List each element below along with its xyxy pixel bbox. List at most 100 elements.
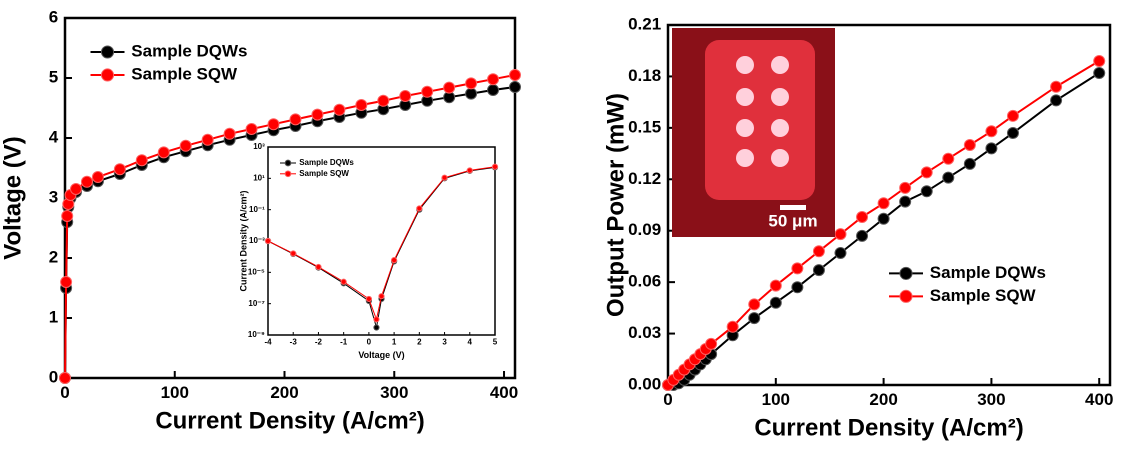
- data-point: [421, 85, 434, 98]
- legend-marker: [899, 289, 913, 303]
- data-point: [963, 139, 976, 151]
- y-tick-label: 0: [49, 367, 58, 386]
- data-point: [69, 183, 82, 195]
- data-point: [942, 152, 955, 165]
- y-axis-title: Voltage (V): [0, 136, 26, 260]
- x-tick-label: -1: [340, 337, 348, 346]
- data-point: [223, 127, 236, 140]
- legend-label: Sample DQWs: [299, 158, 354, 167]
- data-point: [315, 263, 322, 271]
- data-point: [80, 175, 93, 188]
- led-photo: 50 μm: [672, 28, 835, 237]
- x-tick-label: 100: [762, 390, 790, 409]
- y-tick-label: 2: [49, 247, 58, 266]
- x-tick-label: 400: [490, 383, 518, 402]
- legend-marker: [284, 170, 292, 178]
- y-tick-label: 6: [49, 7, 58, 26]
- y-tick-label: 0.18: [628, 66, 661, 85]
- y-tick-label: 0.15: [628, 117, 661, 136]
- data-point: [264, 237, 272, 245]
- data-point: [333, 103, 346, 116]
- data-point: [267, 118, 280, 131]
- x-axis-title: Current Density (A/cm²): [155, 408, 424, 435]
- data-point: [373, 324, 380, 331]
- data-point: [769, 296, 782, 309]
- y-tick-label: 5: [49, 67, 58, 86]
- series-line: [267, 166, 496, 322]
- legend-label: Sample SQW: [131, 64, 238, 83]
- data-point: [59, 372, 71, 384]
- data-point: [985, 125, 998, 138]
- scale-bar: [780, 205, 806, 210]
- data-point: [812, 245, 825, 258]
- y-tick-label: 0.06: [628, 272, 661, 291]
- data-point: [877, 212, 890, 225]
- x-tick-label: 5: [493, 337, 498, 346]
- data-point: [245, 123, 258, 135]
- data-point: [465, 87, 478, 100]
- data-point: [985, 142, 998, 155]
- y-tick-label: 0.12: [628, 169, 661, 188]
- data-point: [179, 139, 192, 152]
- data-point: [466, 167, 473, 174]
- data-point: [834, 228, 847, 241]
- data-point: [365, 295, 372, 303]
- data-point: [791, 262, 804, 275]
- y-tick-label: 10⁻³: [249, 236, 265, 245]
- data-point: [791, 281, 804, 294]
- plot: -4 -3 -2 -1 0 1 2 3 4 5 10⁻⁹ 10⁻⁷ 10⁻⁵ 10⁻³ 10⁻¹ 10¹ 10³…: [238, 142, 499, 360]
- data-point: [465, 77, 478, 90]
- y-tick-label: 10¹: [253, 173, 265, 182]
- x-tick-label: 0: [60, 383, 69, 402]
- x-tick-label: 2: [417, 337, 422, 346]
- data-point: [1093, 67, 1106, 79]
- legend-label: Sample DQWs: [930, 263, 1046, 282]
- data-point: [769, 279, 782, 292]
- legend-label: Sample SQW: [930, 286, 1037, 305]
- data-point: [920, 166, 933, 179]
- data-point: [812, 264, 825, 277]
- data-point: [355, 99, 368, 111]
- data-point: [963, 157, 976, 170]
- legend-label: Sample SQW: [299, 169, 349, 178]
- y-tick-label: 10⁻⁵: [248, 267, 265, 276]
- x-axis-title: Voltage (V): [358, 350, 404, 360]
- data-point: [135, 154, 148, 167]
- data-point: [856, 229, 869, 242]
- data-point: [920, 185, 933, 198]
- data-point: [378, 293, 385, 300]
- data-point: [509, 81, 521, 93]
- x-tick-label: 3: [442, 337, 447, 346]
- x-tick-label: 4: [468, 337, 473, 346]
- y-tick-label: 0.00: [628, 374, 661, 393]
- y-tick-label: 0.03: [628, 323, 661, 342]
- y-tick-label: 10⁻⁹: [248, 330, 265, 339]
- data-point: [61, 210, 74, 222]
- x-tick-label: 0: [367, 337, 372, 346]
- data-point: [1006, 109, 1019, 122]
- data-point: [201, 133, 214, 146]
- x-tick-label: 300: [977, 390, 1005, 409]
- x-tick-label: 0: [663, 390, 672, 409]
- data-point: [1006, 127, 1019, 139]
- plot: 0 100 200 300 400 0 1 2 3 4 5 6 Current Density (A/c…: [0, 7, 521, 435]
- y-tick-label: 4: [49, 127, 59, 146]
- data-point: [443, 81, 456, 94]
- data-point: [399, 90, 412, 102]
- scale-label: 50 μm: [768, 211, 817, 230]
- data-point: [91, 171, 104, 183]
- legend-label: Sample DQWs: [131, 41, 247, 60]
- data-point: [942, 171, 955, 184]
- data-point: [1050, 94, 1063, 107]
- data-point: [899, 195, 912, 208]
- data-point: [487, 73, 500, 86]
- data-point: [1050, 80, 1063, 93]
- data-point: [441, 174, 448, 181]
- data-point: [748, 298, 761, 311]
- data-point: [157, 146, 170, 159]
- x-tick-label: 200: [270, 383, 298, 402]
- legend-marker: [899, 266, 913, 280]
- plot: 0 100 200 300 400 0.00 0.03 0.06 0.09 0.12 0.15 0.1…: [602, 14, 1113, 441]
- data-point: [290, 250, 297, 257]
